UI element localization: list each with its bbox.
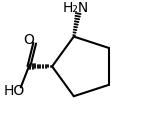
Text: HO: HO bbox=[4, 84, 25, 98]
Text: H₂N: H₂N bbox=[63, 0, 89, 15]
Text: O: O bbox=[23, 33, 34, 47]
